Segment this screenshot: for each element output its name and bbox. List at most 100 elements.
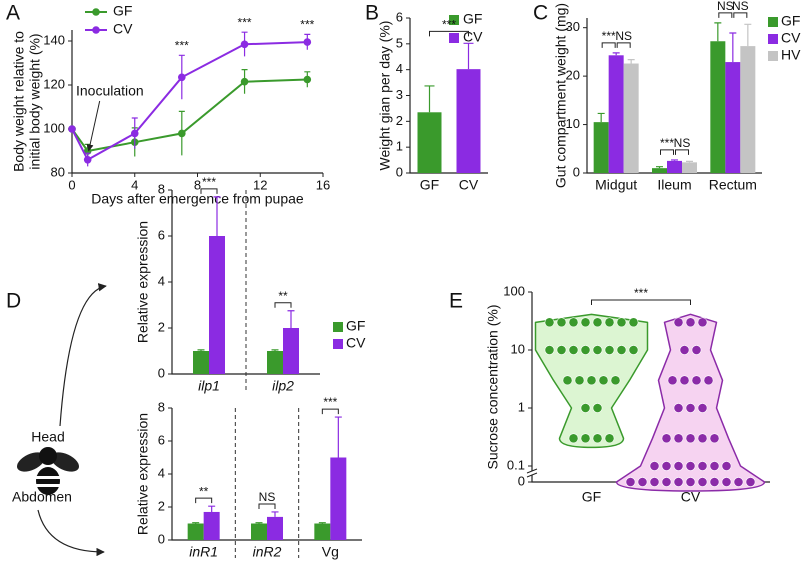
y-tick-label: 0 [158, 365, 165, 380]
data-point [625, 477, 636, 487]
y-tick-label: 1 [396, 139, 403, 154]
y-axis-label: Relative expression [135, 221, 151, 343]
data-point [68, 125, 76, 133]
data-point [604, 345, 615, 355]
y-tick-label: 100 [43, 120, 65, 135]
data-point [178, 129, 186, 138]
significance-bracket [274, 302, 292, 308]
y-tick-label: 0 [573, 164, 580, 179]
y-tick-label: 0 [396, 164, 403, 179]
data-point [628, 317, 639, 328]
data-point [661, 461, 672, 471]
bar [652, 168, 667, 173]
y-tick-label: 0 [518, 473, 525, 488]
data-point [685, 317, 696, 328]
data-point [568, 433, 579, 444]
bar [187, 523, 204, 540]
violin [615, 313, 766, 492]
legend-label: GF [346, 318, 365, 334]
error-bar [192, 522, 200, 524]
data-point [616, 345, 627, 355]
y-tick-label: 3 [396, 87, 403, 102]
axis-break-gap [529, 471, 535, 475]
data-point [616, 317, 627, 328]
data-point [580, 345, 591, 355]
x-tick-label: Vg [322, 544, 339, 560]
significance-bracket [200, 188, 218, 194]
legend-marker [92, 26, 100, 34]
data-point [673, 317, 684, 328]
y-axis-label: Relative expression [135, 413, 151, 535]
error-bar [287, 310, 295, 328]
y-tick-label: 30 [566, 19, 580, 34]
error-bar [213, 196, 221, 236]
y-tick-label: 6 [158, 227, 165, 242]
significance-bracket [258, 503, 276, 509]
y-tick-label: 4 [396, 61, 403, 76]
significance-label: *** [602, 29, 616, 43]
data-point [649, 477, 660, 487]
y-tick-label: 6 [396, 9, 403, 24]
data-point [628, 345, 639, 355]
bar [623, 63, 639, 173]
data-point [592, 403, 603, 413]
error-bar [612, 52, 620, 56]
x-tick-label: CV [681, 489, 701, 505]
x-tick-label: Rectum [709, 177, 757, 193]
data-point [673, 433, 684, 444]
error-bar [271, 511, 279, 517]
data-point [580, 317, 591, 328]
x-tick-label: ilp1 [198, 378, 220, 394]
x-tick-label: 4 [131, 177, 138, 192]
data-point [240, 77, 249, 86]
significance-label: ** [199, 484, 209, 498]
data-point [697, 403, 708, 413]
abdomen-arrow [37, 509, 105, 557]
error-bar [197, 349, 205, 351]
significance-label: NS [615, 29, 632, 43]
data-point [178, 73, 186, 82]
bar [682, 162, 697, 173]
data-point [697, 477, 708, 487]
annotation-arrow [86, 100, 101, 152]
y-tick-label: 6 [158, 432, 165, 447]
x-tick-label: Ileum [657, 177, 691, 193]
significance-label: *** [442, 17, 456, 31]
y-tick-label: 100 [503, 283, 525, 298]
data-point [709, 477, 720, 487]
data-point [303, 38, 312, 46]
y-tick-label: 0 [158, 531, 165, 546]
significance-label: *** [300, 18, 314, 32]
bar [593, 122, 609, 173]
bar [608, 55, 624, 173]
bar [203, 511, 220, 540]
head-arrow [59, 283, 107, 427]
x-axis-label: Days after emergence from pupae [91, 191, 304, 207]
axis-break [526, 468, 538, 478]
bar [209, 236, 225, 374]
y-tick-label: 120 [43, 76, 65, 91]
y-axis-label: initial body weight (%) [27, 33, 43, 169]
significance-label: *** [323, 395, 337, 409]
significance-bracket [718, 12, 733, 18]
legend-label: HV [781, 47, 801, 63]
series-line [71, 41, 308, 162]
bar [330, 457, 347, 540]
error-bar [714, 22, 722, 42]
data-point [667, 375, 678, 386]
x-tick-label: CV [459, 177, 479, 193]
y-tick-label: 140 [43, 32, 65, 47]
legend-swatch [768, 17, 778, 27]
data-point [685, 477, 696, 487]
error-bar [656, 166, 663, 169]
data-point [598, 375, 609, 386]
error-bar [671, 159, 678, 161]
significance-label: *** [238, 15, 252, 29]
legend-swatch [333, 322, 343, 332]
y-tick-label: 5 [396, 35, 403, 50]
y-tick-label: 1 [518, 399, 525, 414]
bar [417, 112, 442, 173]
data-point [610, 375, 621, 386]
data-point [721, 461, 732, 471]
